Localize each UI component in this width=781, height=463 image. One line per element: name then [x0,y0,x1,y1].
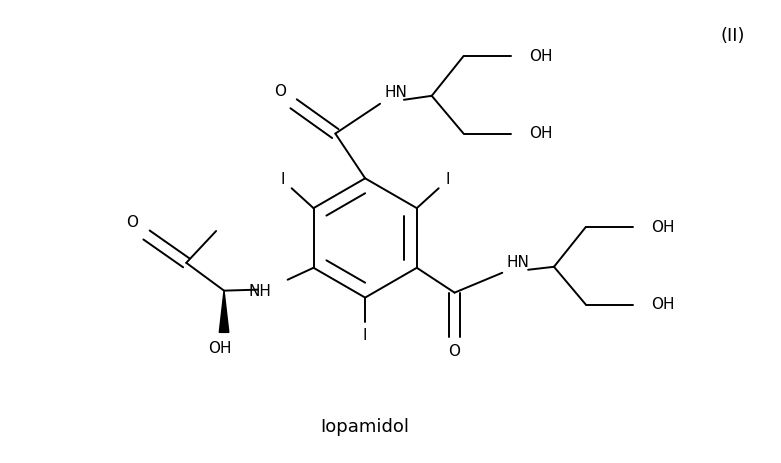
Text: Iopamidol: Iopamidol [321,418,410,436]
Text: HN: HN [506,255,530,270]
Text: O: O [273,84,286,100]
Text: OH: OH [651,297,675,312]
Text: I: I [280,172,285,187]
Text: HN: HN [384,85,407,100]
Text: O: O [127,214,138,230]
Text: OH: OH [530,126,553,141]
Text: I: I [445,172,450,187]
Text: OH: OH [530,49,553,63]
Text: O: O [448,344,461,359]
Text: OH: OH [209,341,232,356]
Text: NH: NH [249,284,272,299]
Text: OH: OH [651,219,675,235]
Text: (II): (II) [721,27,745,45]
Text: I: I [363,328,367,343]
Polygon shape [219,291,229,332]
